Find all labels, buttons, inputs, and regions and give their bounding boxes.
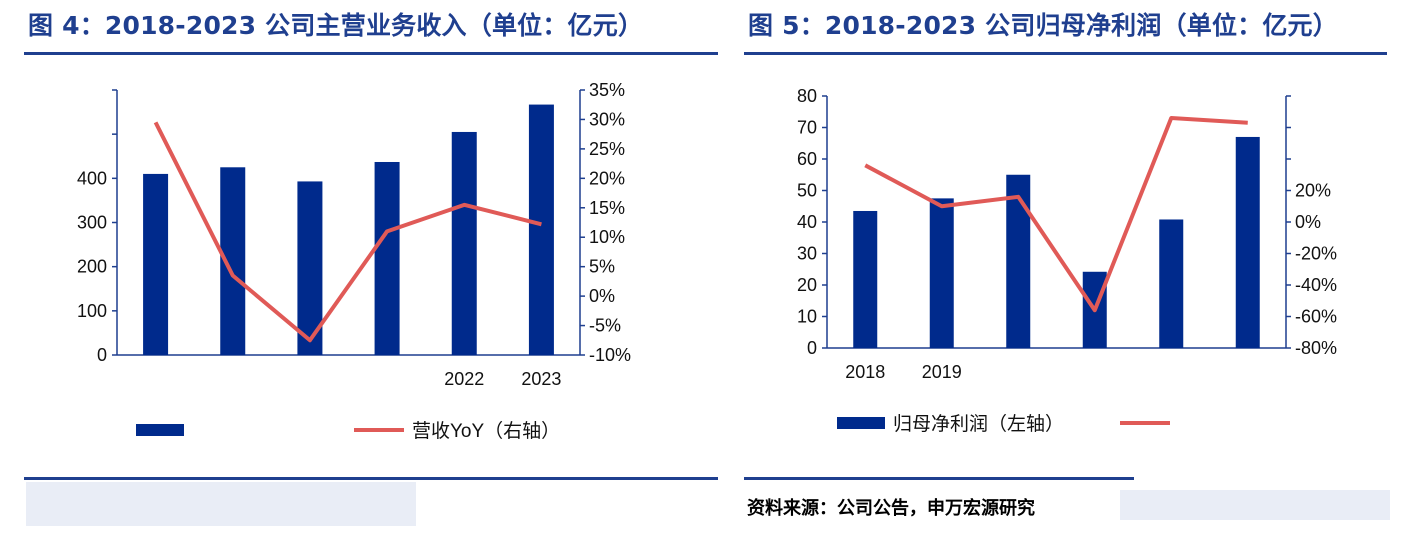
left-title-rule [24, 52, 718, 55]
left-y-tick-label: 10 [797, 307, 817, 327]
bar [143, 173, 169, 355]
right-y-tick-label: -80% [1295, 338, 1337, 358]
bar [853, 210, 878, 348]
right-y-tick-label: -60% [1295, 307, 1337, 327]
right-title-rule [744, 52, 1387, 55]
right-y-tick-label: 25% [589, 139, 625, 159]
left-source-blurred [26, 482, 416, 526]
right-bottom-rule [744, 477, 1134, 480]
left-y-tick-label: 60 [797, 149, 817, 169]
right-y-tick-label: -10% [589, 345, 631, 365]
x-tick-label: 2018 [845, 362, 885, 382]
right-y-tick-label: 5% [589, 257, 615, 277]
right-y-tick-label: -40% [1295, 275, 1337, 295]
right-y-tick-label: 35% [589, 80, 625, 100]
right-source-blurred [1120, 490, 1390, 520]
left-y-tick-label: 0 [97, 345, 107, 365]
bar [1159, 219, 1184, 348]
left-bottom-rule [24, 477, 718, 480]
bar [528, 104, 554, 355]
left-y-tick-label: 200 [77, 257, 107, 277]
bar [1235, 136, 1260, 348]
legend-bar-swatch [837, 417, 885, 429]
left-y-tick-label: 400 [77, 168, 107, 188]
left-y-tick-label: 300 [77, 213, 107, 233]
left-y-tick-label: 100 [77, 301, 107, 321]
right-y-tick-label: 0% [589, 286, 615, 306]
right-y-tick-label: 10% [589, 227, 625, 247]
yoy-line [153, 121, 542, 343]
legend-bar-swatch [136, 424, 184, 436]
x-tick-label: 2023 [521, 369, 561, 389]
legend-bar-label: 归母净利润（左轴） [893, 413, 1064, 435]
right-y-tick-label: 30% [589, 109, 625, 129]
bar [1006, 174, 1031, 348]
right-chart: 80 70 60 50 40 30 20 10 0 20% 0% -20% -40% -60% -80% 20… [797, 86, 1337, 435]
bar [929, 198, 954, 348]
left-y-tick-label: 40 [797, 212, 817, 232]
x-tick-label: 2022 [444, 369, 484, 389]
left-y-tick-label: 50 [797, 181, 817, 201]
left-chart: 400 300 200 100 0 35% 30% 25% 20% 15% 10% 5% 0% -5% -1… [77, 80, 631, 442]
left-y-tick-label: 70 [797, 118, 817, 138]
bar [374, 161, 400, 355]
yoy-line [864, 116, 1248, 313]
right-y-tick-label: 20% [589, 168, 625, 188]
right-chart-title: 图 5：2018-2023 公司归母净利润（单位：亿元） [748, 11, 1338, 40]
left-y-tick-label: 0 [807, 338, 817, 358]
legend-line-label: 营收YoY（右轴） [412, 420, 560, 442]
right-y-tick-label: 15% [589, 198, 625, 218]
left-y-tick-label: 80 [797, 86, 817, 106]
left-y-tick-label: 30 [797, 244, 817, 264]
source-note: 资料来源：公司公告，申万宏源研究 [747, 498, 1035, 519]
left-y-tick-label: 20 [797, 275, 817, 295]
right-y-tick-label: -20% [1295, 244, 1337, 264]
x-tick-label: 2019 [922, 362, 962, 382]
bar [451, 131, 477, 355]
right-y-tick-label: 0% [1295, 212, 1321, 232]
right-y-tick-label: -5% [589, 316, 621, 336]
right-y-tick-label: 20% [1295, 181, 1331, 201]
left-chart-title: 图 4：2018-2023 公司主营业务收入（单位：亿元） [28, 11, 644, 40]
